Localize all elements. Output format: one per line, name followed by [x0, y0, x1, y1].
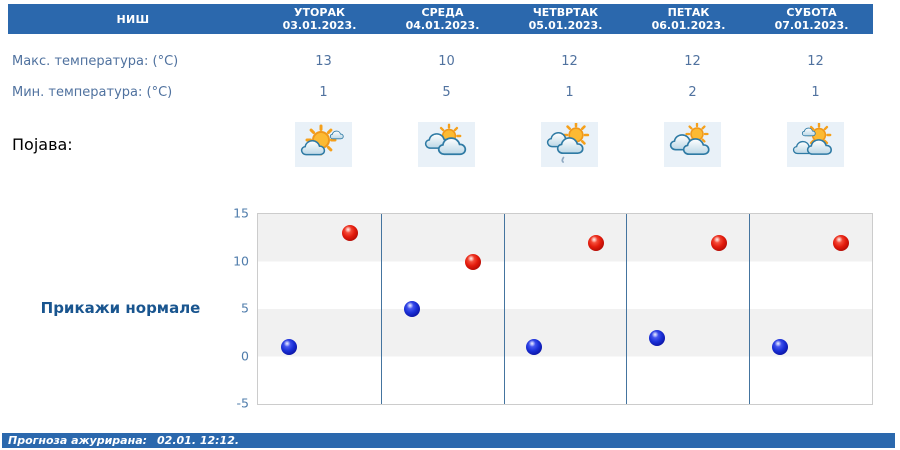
day-separator-line — [626, 214, 628, 404]
mostly-sunny-icon — [295, 121, 352, 167]
phenomenon-cell-wednesday — [385, 121, 508, 167]
day-separator-line — [503, 214, 505, 404]
temperature-chart-plot — [257, 213, 873, 405]
y-axis-tick: 0 — [241, 348, 249, 363]
day-separator-line — [749, 214, 751, 404]
forecast-header-bar: НИШ УТОРАК 03.01.2023. СРЕДА 04.01.2023.… — [8, 4, 873, 34]
mostly-cloudy-sun-icon — [418, 121, 475, 167]
min-temp-value: 5 — [442, 85, 451, 100]
min-temp-row: Мин. температура: (°C) 1 5 1 2 1 — [8, 77, 890, 108]
cloudy-sun-light-rain-icon — [541, 121, 598, 167]
forecast-updated-label: Прогноза ажурирана: — [8, 434, 148, 447]
max-temp-dot — [342, 225, 359, 241]
chart-y-axis: 15 10 5 0 -5 — [207, 206, 249, 411]
phenomenon-cell-thursday — [508, 121, 631, 167]
max-temp-value: 12 — [561, 54, 578, 69]
day-header-thursday: ЧЕТВРТАК 05.01.2023. — [528, 6, 603, 32]
show-normals-button[interactable]: Прикажи нормале — [40, 299, 201, 317]
mostly-cloudy-sun-icon — [664, 121, 721, 167]
phenomenon-row: Појава: — [8, 120, 890, 168]
min-temp-value: 1 — [565, 85, 574, 100]
min-temp-value: 1 — [811, 85, 820, 100]
phenomenon-cell-saturday — [754, 121, 877, 167]
phenomenon-cell-tuesday — [262, 121, 385, 167]
min-temp-dot — [771, 339, 788, 355]
day-header-tuesday: УТОРАК 03.01.2023. — [282, 6, 357, 32]
max-temp-label: Макс. температура: (°C) — [12, 54, 179, 69]
min-temp-value: 1 — [319, 85, 328, 100]
min-temp-dot — [526, 339, 543, 355]
max-temp-value: 10 — [438, 54, 455, 69]
phenomenon-cell-friday — [631, 121, 754, 167]
y-axis-tick: -5 — [236, 395, 249, 411]
partly-cloudy-icon — [787, 121, 844, 167]
day-separator-line — [380, 214, 382, 404]
min-temp-value: 2 — [688, 85, 697, 100]
min-temp-dot — [649, 329, 666, 346]
day-header-saturday: СУБОТА 07.01.2023. — [774, 6, 849, 32]
y-axis-tick: 10 — [233, 253, 249, 268]
forecast-panel: НИШ УТОРАК 03.01.2023. СРЕДА 04.01.2023.… — [8, 4, 890, 446]
y-axis-tick: 5 — [241, 300, 249, 316]
min-temp-dot — [280, 339, 297, 355]
min-temp-label: Мин. температура: (°C) — [12, 85, 173, 100]
y-axis-tick: 15 — [233, 205, 249, 221]
max-temp-value: 13 — [315, 54, 332, 69]
forecast-updated-time: 02.01. 12:12. — [157, 434, 240, 447]
max-temp-value: 12 — [807, 54, 824, 69]
min-temp-dot — [403, 301, 420, 317]
max-temp-value: 12 — [684, 54, 701, 69]
max-temp-dot — [710, 234, 727, 251]
location-name: НИШ — [116, 12, 150, 26]
max-temp-dot — [587, 234, 604, 251]
max-temp-row: Макс. температура: (°C) 13 10 12 12 12 — [8, 46, 890, 77]
phenomenon-label: Појава: — [12, 134, 73, 154]
max-temp-dot — [833, 234, 850, 251]
max-temp-dot — [464, 253, 481, 270]
day-header-friday: ПЕТАК 06.01.2023. — [651, 6, 726, 32]
forecast-updated-bar: Прогноза ажурирана: 02.01. 12:12. — [2, 433, 895, 448]
day-header-wednesday: СРЕДА 04.01.2023. — [405, 6, 480, 32]
